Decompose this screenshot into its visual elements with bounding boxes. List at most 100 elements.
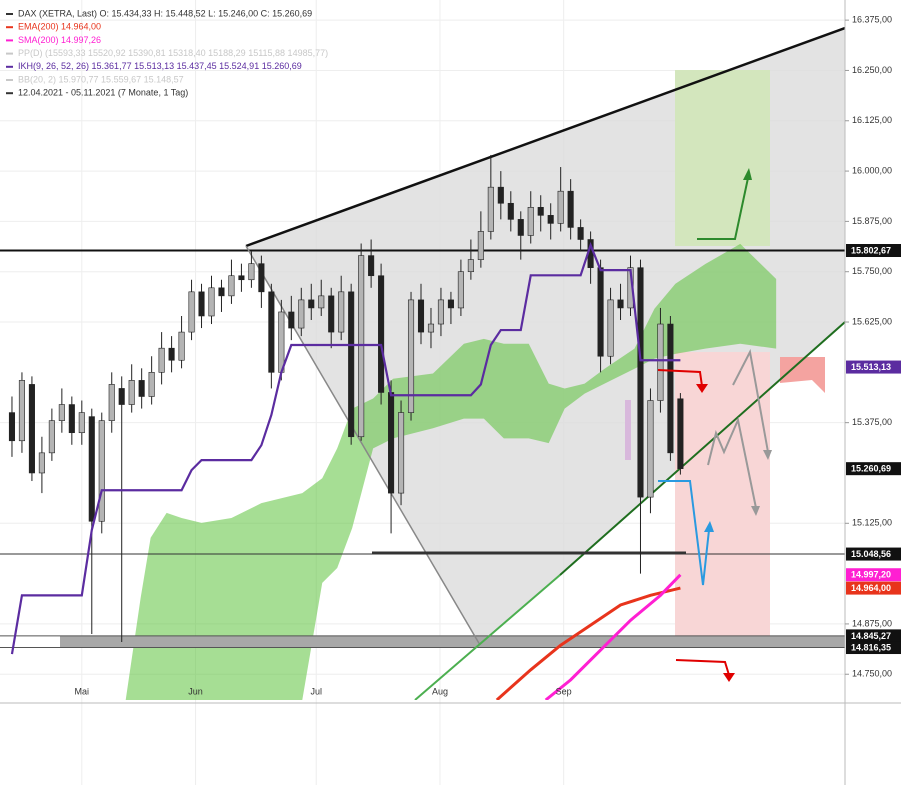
- candle-body: [258, 263, 265, 293]
- candle-body: [677, 398, 684, 469]
- x-tick-label: Aug: [432, 686, 448, 696]
- price-tag: [846, 360, 901, 374]
- candle-body: [527, 207, 534, 236]
- candle-body: [278, 311, 285, 373]
- target-zone: [675, 70, 770, 246]
- candle-body: [378, 275, 385, 393]
- candle-body: [218, 287, 225, 297]
- candle-body: [497, 186, 504, 204]
- down-trendline: [245, 245, 481, 646]
- price-tag: [846, 568, 901, 582]
- x-tick-label: Jul: [310, 686, 322, 696]
- candle-body: [108, 384, 115, 421]
- candle-body: [68, 404, 75, 434]
- candle-body: [407, 299, 415, 413]
- candle-body: [417, 299, 425, 333]
- sma-line: [544, 573, 682, 700]
- candle-body: [388, 392, 395, 494]
- candle-body: [268, 291, 275, 373]
- candle-body: [248, 263, 255, 281]
- candle-body: [368, 255, 375, 277]
- legend-text: DAX (XETRA, Last) O: 15.434,33 H: 15.448…: [18, 8, 312, 18]
- x-tick-label: Mai: [75, 686, 90, 696]
- candle-body: [178, 331, 185, 361]
- candle-body: [148, 372, 155, 397]
- price-tag-label: 15.260,69: [851, 464, 891, 474]
- ema-line: [495, 586, 681, 700]
- candle-body: [657, 323, 664, 401]
- candle-body: [348, 291, 355, 438]
- candle-body: [467, 259, 474, 273]
- candle-body: [447, 299, 454, 309]
- candle-body: [398, 412, 405, 494]
- candle-body: [487, 186, 494, 232]
- arrowhead: [763, 450, 772, 460]
- legend: DAX (XETRA, Last) O: 15.434,33 H: 15.448…: [6, 8, 328, 98]
- y-tick-label: 16.125,00: [852, 115, 892, 125]
- level-band: [60, 635, 845, 648]
- candle-body: [437, 299, 444, 325]
- upper-trendline: [245, 26, 845, 248]
- arrowhead: [696, 384, 708, 393]
- y-tick-label: 14.750,00: [852, 669, 892, 679]
- scenario-path: [732, 348, 769, 453]
- ikh-line: [10, 241, 681, 655]
- y-tick-label: 14.875,00: [852, 618, 892, 628]
- candle-body: [238, 275, 245, 281]
- arrows: [657, 168, 772, 682]
- candle-body: [427, 323, 435, 333]
- candle-body: [198, 291, 205, 317]
- y-tick-label: 16.000,00: [852, 165, 892, 175]
- candle-body: [537, 207, 544, 216]
- price-tag: [846, 629, 901, 643]
- price-tag-label: 14.845,27: [851, 631, 891, 641]
- price-tag: [846, 547, 901, 561]
- legend-text: IKH(9, 26, 52, 26) 15.361,77 15.513,13 1…: [18, 61, 302, 71]
- support-trendline: [414, 574, 561, 700]
- y-tick-label: 15.875,00: [852, 216, 892, 226]
- scenario-path: [707, 416, 757, 509]
- y-tick-label: 16.375,00: [852, 15, 892, 25]
- price-tag-label: 14.997,20: [851, 570, 891, 580]
- arrowhead: [704, 521, 714, 532]
- risk-zone: [675, 352, 770, 637]
- price-tag: [846, 244, 901, 258]
- candle-body: [38, 452, 45, 474]
- candle-body: [118, 388, 125, 405]
- arrowhead: [723, 673, 735, 682]
- candle-body: [647, 400, 654, 498]
- legend-text: EMA(200) 14.964,00: [18, 22, 101, 32]
- arrow-down: [657, 369, 703, 387]
- candle-body: [168, 347, 175, 361]
- candle-body: [88, 416, 95, 522]
- x-tick-label: Sep: [556, 686, 572, 696]
- support-trendline: [559, 321, 845, 576]
- candle-body: [98, 420, 105, 522]
- legend-text: SMA(200) 14.997,26: [18, 35, 101, 45]
- arrow-bounce: [658, 480, 710, 586]
- y-tick-label: 15.125,00: [852, 518, 892, 528]
- price-tag-label: 15.048,56: [851, 549, 891, 559]
- ichimoku-cloud: [125, 243, 777, 700]
- candle-body: [338, 291, 345, 333]
- candle-body: [577, 227, 584, 240]
- candle-body: [48, 420, 55, 454]
- candle-body: [18, 380, 25, 442]
- candle-body: [78, 412, 85, 434]
- price-layer: [8, 154, 684, 700]
- y-tick-label: 15.625,00: [852, 316, 892, 326]
- candle-body: [328, 295, 335, 333]
- candle-body: [667, 323, 674, 454]
- candle-body: [158, 347, 165, 373]
- price-tag-label: 15.513,13: [851, 362, 891, 372]
- candle-body: [637, 267, 644, 498]
- candle-body: [358, 255, 365, 438]
- legend-text: 12.04.2021 - 05.11.2021 (7 Monate, 1 Tag…: [18, 88, 188, 98]
- candle-body: [298, 299, 305, 329]
- candle-body: [208, 287, 215, 317]
- candle-body: [517, 219, 524, 236]
- candle-body: [457, 271, 464, 309]
- price-tag-label: 14.816,35: [851, 642, 891, 652]
- candle-body: [308, 299, 315, 309]
- arrow-down: [675, 659, 730, 676]
